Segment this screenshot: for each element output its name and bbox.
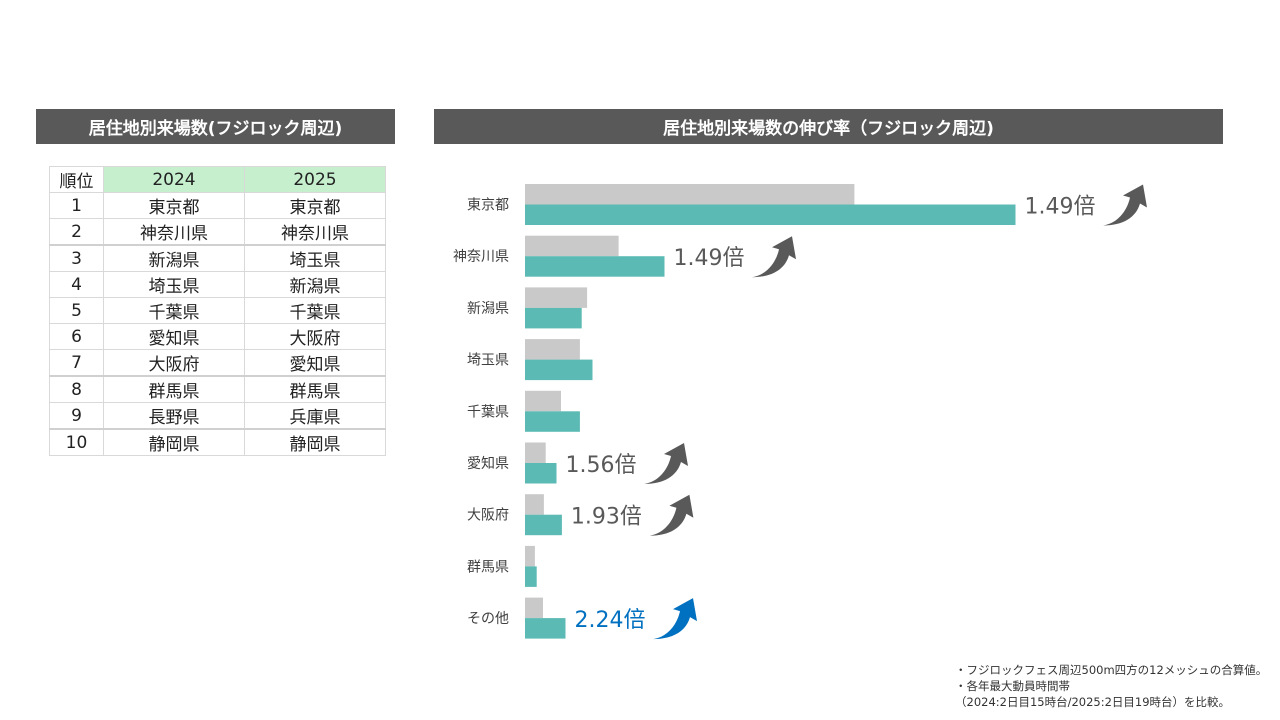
rank-cell: 2 [49,218,104,246]
category-label: 大阪府 [467,508,509,524]
growth-label: 1.93倍 [571,505,642,530]
pref-2025-cell: 群馬県 [244,375,386,403]
category-label: 新潟県 [467,301,509,317]
pref-2025-cell: 大阪府 [244,323,386,350]
bar-2025 [525,566,537,587]
table-row: 3 新潟県 埼玉県 [49,244,386,272]
year-2025-header: 2025 [244,166,386,193]
pref-2025-cell: 埼玉県 [244,244,386,272]
pref-2024-cell: 千葉県 [103,297,245,324]
bar-2024 [525,390,561,412]
right-panel-title: 居住地別来場数の伸び率（フジロック周辺) [434,109,1223,144]
bar-2025 [525,359,593,381]
table-row: 9 長野県 兵庫県 [49,402,386,430]
ranking-table: 順位 2024 2025 1 東京都 東京都 2 神奈川県 神奈川県 3 新潟県… [49,166,386,456]
rank-cell: 10 [49,428,104,456]
rank-cell: 3 [49,244,104,272]
bar-2024 [525,494,544,515]
table-row: 6 愛知県 大阪府 [49,323,386,350]
bar-2024 [525,442,546,463]
pref-2024-cell: 長野県 [103,402,245,430]
bar-2025 [525,618,566,639]
table-row: 8 群馬県 群馬県 [49,375,386,403]
growth-label: 1.49倍 [674,246,745,271]
rank-cell: 4 [49,271,104,298]
category-label: 愛知県 [467,455,509,472]
bar-2025 [525,204,1016,225]
growth-label: 1.56倍 [566,453,637,478]
rank-cell: 7 [49,349,104,377]
table-row: 7 大阪府 愛知県 [49,349,386,377]
table-row: 10 静岡県 静岡県 [49,428,386,456]
bar-2025 [525,411,580,432]
pref-2025-cell: 新潟県 [244,271,386,298]
pref-2025-cell: 兵庫県 [244,402,386,430]
rank-cell: 9 [49,402,104,430]
growth-label: 1.49倍 [1025,195,1096,220]
pref-2024-cell: 群馬県 [103,375,245,403]
rank-cell: 1 [49,192,104,219]
bar-2024 [525,545,535,567]
bar-2024 [525,287,588,308]
year-2024-header: 2024 [103,166,245,193]
table-row: 5 千葉県 千葉県 [49,297,386,324]
table-row: 2 神奈川県 神奈川県 [49,218,386,246]
pref-2025-cell: 静岡県 [244,428,386,456]
footnote-line: ・フジロックフェス周辺500m四方の12メッシュの合算値。 [955,663,1268,677]
pref-2025-cell: 千葉県 [244,297,386,324]
table-row: 4 埼玉県 新潟県 [49,271,386,298]
growth-arrow-icon [1103,184,1147,226]
bar-2025 [525,514,562,536]
pref-2025-cell: 神奈川県 [244,218,386,246]
category-label: その他 [467,611,509,627]
category-label: 千葉県 [467,404,509,420]
pref-2024-cell: 埼玉県 [103,271,245,298]
growth-label: 2.24倍 [575,608,646,633]
category-label: 神奈川県 [453,249,509,265]
growth-arrow-icon [752,236,796,278]
pref-2024-cell: 愛知県 [103,323,245,350]
footnote-line: （2024:2日目15時台/2025:2日目19時台）を比較。 [955,695,1231,709]
table-row: 1 東京都 東京都 [49,192,386,219]
rank-cell: 8 [49,375,104,403]
pref-2025-cell: 東京都 [244,192,386,219]
bar-2024 [525,339,580,360]
footnote: ・フジロックフェス周辺500m四方の12メッシュの合算値。 ・各年最大動員時間帯 （… [955,662,1267,710]
category-label: 埼玉県 [467,353,509,369]
table-header-row: 順位 2024 2025 [49,166,386,193]
category-label: 東京都 [467,198,509,214]
footnote-line: ・各年最大動員時間帯 [955,679,1070,693]
bar-2024 [525,184,855,205]
bar-2024 [525,235,619,257]
rank-header: 順位 [49,166,104,193]
growth-arrow-icon [644,443,688,484]
bar-2025 [525,463,557,484]
pref-2025-cell: 愛知県 [244,349,386,377]
pref-2024-cell: 東京都 [103,192,245,219]
rank-cell: 6 [49,323,104,350]
growth-arrow-icon [653,598,697,640]
pref-2024-cell: 大阪府 [103,349,245,377]
bar-2024 [525,597,543,619]
bar-2025 [525,307,582,329]
growth-arrow-icon [649,494,694,536]
pref-2024-cell: 神奈川県 [103,218,245,246]
category-label: 群馬県 [467,559,509,575]
left-panel-title: 居住地別来場数(フジロック周辺) [36,109,395,144]
rank-cell: 5 [49,297,104,324]
pref-2024-cell: 新潟県 [103,244,245,272]
pref-2024-cell: 静岡県 [103,428,245,456]
bar-2025 [525,256,665,277]
